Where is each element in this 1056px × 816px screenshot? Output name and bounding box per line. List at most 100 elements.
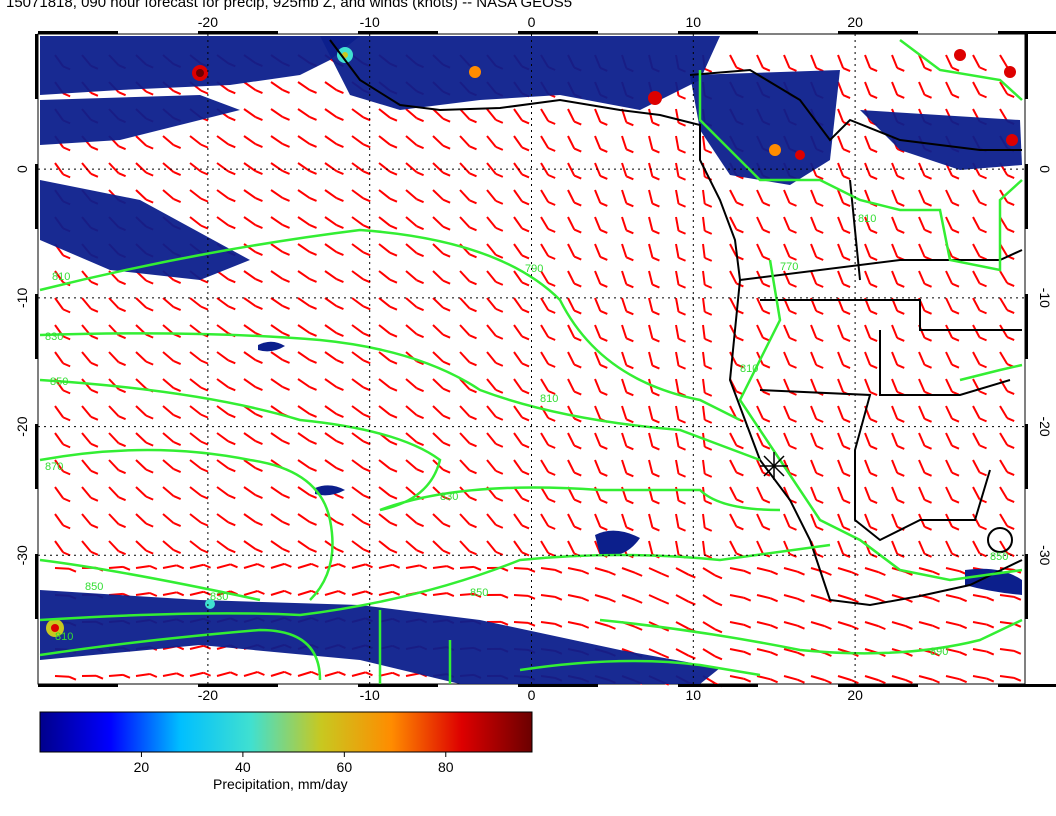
wind-barb <box>513 351 530 368</box>
contour-label: 810 <box>740 363 758 375</box>
wind-barb <box>918 54 932 72</box>
wind-barb <box>702 189 713 208</box>
wind-barb <box>783 189 797 207</box>
wind-barb <box>702 243 713 262</box>
wind-barb <box>837 324 851 342</box>
lat-tick-left: -10 <box>14 288 30 308</box>
wind-barb <box>378 189 398 203</box>
wind-barb <box>513 189 530 206</box>
lon-tick-top: 20 <box>847 14 863 30</box>
wind-barb <box>513 567 536 573</box>
wind-barb <box>837 243 851 261</box>
wind-barb <box>216 459 236 473</box>
wind-barb <box>648 459 660 478</box>
wind-barb <box>675 189 686 208</box>
lat-tick-left: 0 <box>14 165 30 173</box>
wind-barb <box>864 243 878 261</box>
wind-barb <box>297 562 319 569</box>
wind-barb <box>594 594 616 603</box>
wind-barb <box>513 270 530 287</box>
wind-barb <box>972 621 995 629</box>
wind-barb <box>405 216 424 231</box>
wind-barb <box>135 189 154 204</box>
wind-barb <box>918 675 940 684</box>
wind-barb <box>837 81 851 99</box>
wind-barb <box>513 297 530 314</box>
wind-barb <box>756 189 771 207</box>
wind-barb <box>837 675 859 685</box>
wind-barb <box>324 243 344 256</box>
wind-barb <box>297 297 317 310</box>
wind-barb <box>297 189 317 202</box>
wind-barb <box>81 540 99 556</box>
contour-label: 810 <box>540 393 558 405</box>
wind-barb <box>351 324 371 338</box>
wind-barb <box>216 540 236 554</box>
wind-barb <box>486 351 504 367</box>
wind-barb <box>378 405 398 419</box>
wind-barb <box>621 162 634 181</box>
wind-barb <box>864 675 886 685</box>
wind-barb <box>918 459 932 477</box>
wind-barb <box>81 405 99 421</box>
wind-barb <box>864 486 878 504</box>
wind-barb <box>459 378 477 394</box>
wind-barb <box>756 513 771 531</box>
wind-barb <box>945 324 960 342</box>
wind-barb <box>810 216 824 234</box>
wind-barb <box>378 486 398 500</box>
wind-barb <box>297 270 317 283</box>
wind-barb <box>648 351 660 370</box>
contour-label: 870 <box>45 461 63 473</box>
wind-barb <box>999 648 1022 655</box>
wind-barb <box>351 590 373 596</box>
wind-barb <box>999 81 1015 98</box>
wind-barb <box>108 351 126 367</box>
wind-barb <box>891 459 905 477</box>
map-title: 15071818, 090 hour forecast for precip, … <box>6 0 573 11</box>
lon-tick-bottom: 20 <box>847 687 863 703</box>
wind-barb <box>972 513 987 531</box>
wind-barb <box>999 405 1015 422</box>
wind-barb <box>918 621 940 630</box>
wind-barb <box>918 432 932 450</box>
wind-barb <box>459 432 477 448</box>
wind-barb <box>918 216 932 234</box>
wind-barb <box>810 567 832 576</box>
contour-label: 850 <box>990 551 1008 563</box>
wind-barb <box>729 351 744 369</box>
wind-barb <box>567 513 582 531</box>
wind-barb <box>108 459 126 475</box>
wind-barb <box>972 351 987 369</box>
wind-barb <box>648 297 660 316</box>
wind-barb <box>513 108 530 125</box>
wind-barb <box>675 243 686 262</box>
wind-barb <box>837 351 851 369</box>
wind-barb <box>648 594 670 605</box>
wind-barb <box>864 81 878 99</box>
wind-barb <box>837 270 851 288</box>
wind-barb <box>81 270 99 286</box>
wind-barb <box>972 81 987 99</box>
contour-label: 810 <box>858 213 876 225</box>
wind-barb <box>729 432 744 450</box>
wind-barb <box>324 135 344 148</box>
wind-barb <box>486 378 504 394</box>
wind-barb <box>972 675 995 683</box>
wind-barb <box>594 513 608 531</box>
wind-barb <box>432 513 451 528</box>
wind-barb <box>945 351 960 369</box>
wind-barb <box>243 108 263 121</box>
wind-barb <box>675 405 686 424</box>
wind-barb <box>972 459 987 477</box>
wind-barb <box>567 216 582 234</box>
wind-barb <box>675 351 686 370</box>
contour-label: 790 <box>525 263 543 275</box>
wind-barb <box>486 135 504 151</box>
wind-barb <box>135 135 154 150</box>
wind-barb <box>648 567 670 578</box>
lon-tick-top: -10 <box>360 14 380 30</box>
wind-barb <box>648 243 660 262</box>
wind-barb <box>378 513 398 527</box>
wind-barb <box>54 351 71 368</box>
